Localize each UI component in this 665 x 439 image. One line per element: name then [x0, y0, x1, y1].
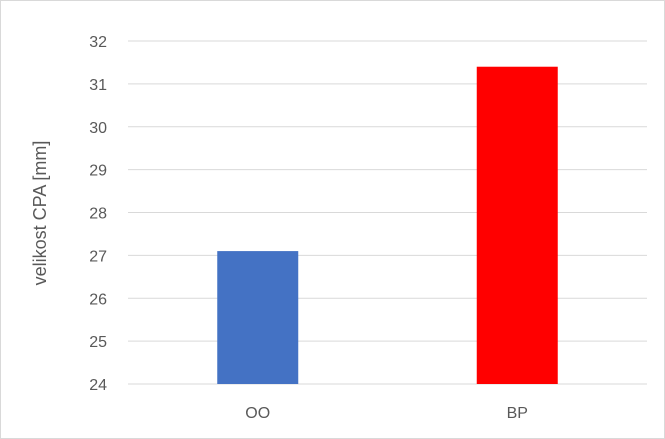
y-tick-labels: 24 25 26 27 28 29 30 31 32	[89, 34, 107, 394]
y-tick-label: 31	[89, 77, 107, 94]
bars	[217, 66, 558, 384]
x-tick-label-oo: OO	[245, 405, 270, 422]
y-tick-label: 27	[89, 248, 107, 265]
y-tick-label: 26	[89, 291, 107, 308]
bar-bp	[476, 66, 558, 384]
y-axis-label: velikost CPA [mm]	[30, 141, 50, 286]
y-tick-label: 24	[89, 377, 107, 394]
y-tick-label: 25	[89, 334, 107, 351]
y-tick-label: 28	[89, 206, 107, 223]
gridlines	[128, 40, 647, 385]
x-tick-labels: OO BP	[245, 405, 528, 422]
y-tick-label: 32	[89, 34, 107, 51]
x-tick-label-bp: BP	[507, 405, 528, 422]
y-tick-label: 30	[89, 120, 107, 137]
bar-oo	[217, 251, 299, 384]
y-tick-label: 29	[89, 163, 107, 180]
